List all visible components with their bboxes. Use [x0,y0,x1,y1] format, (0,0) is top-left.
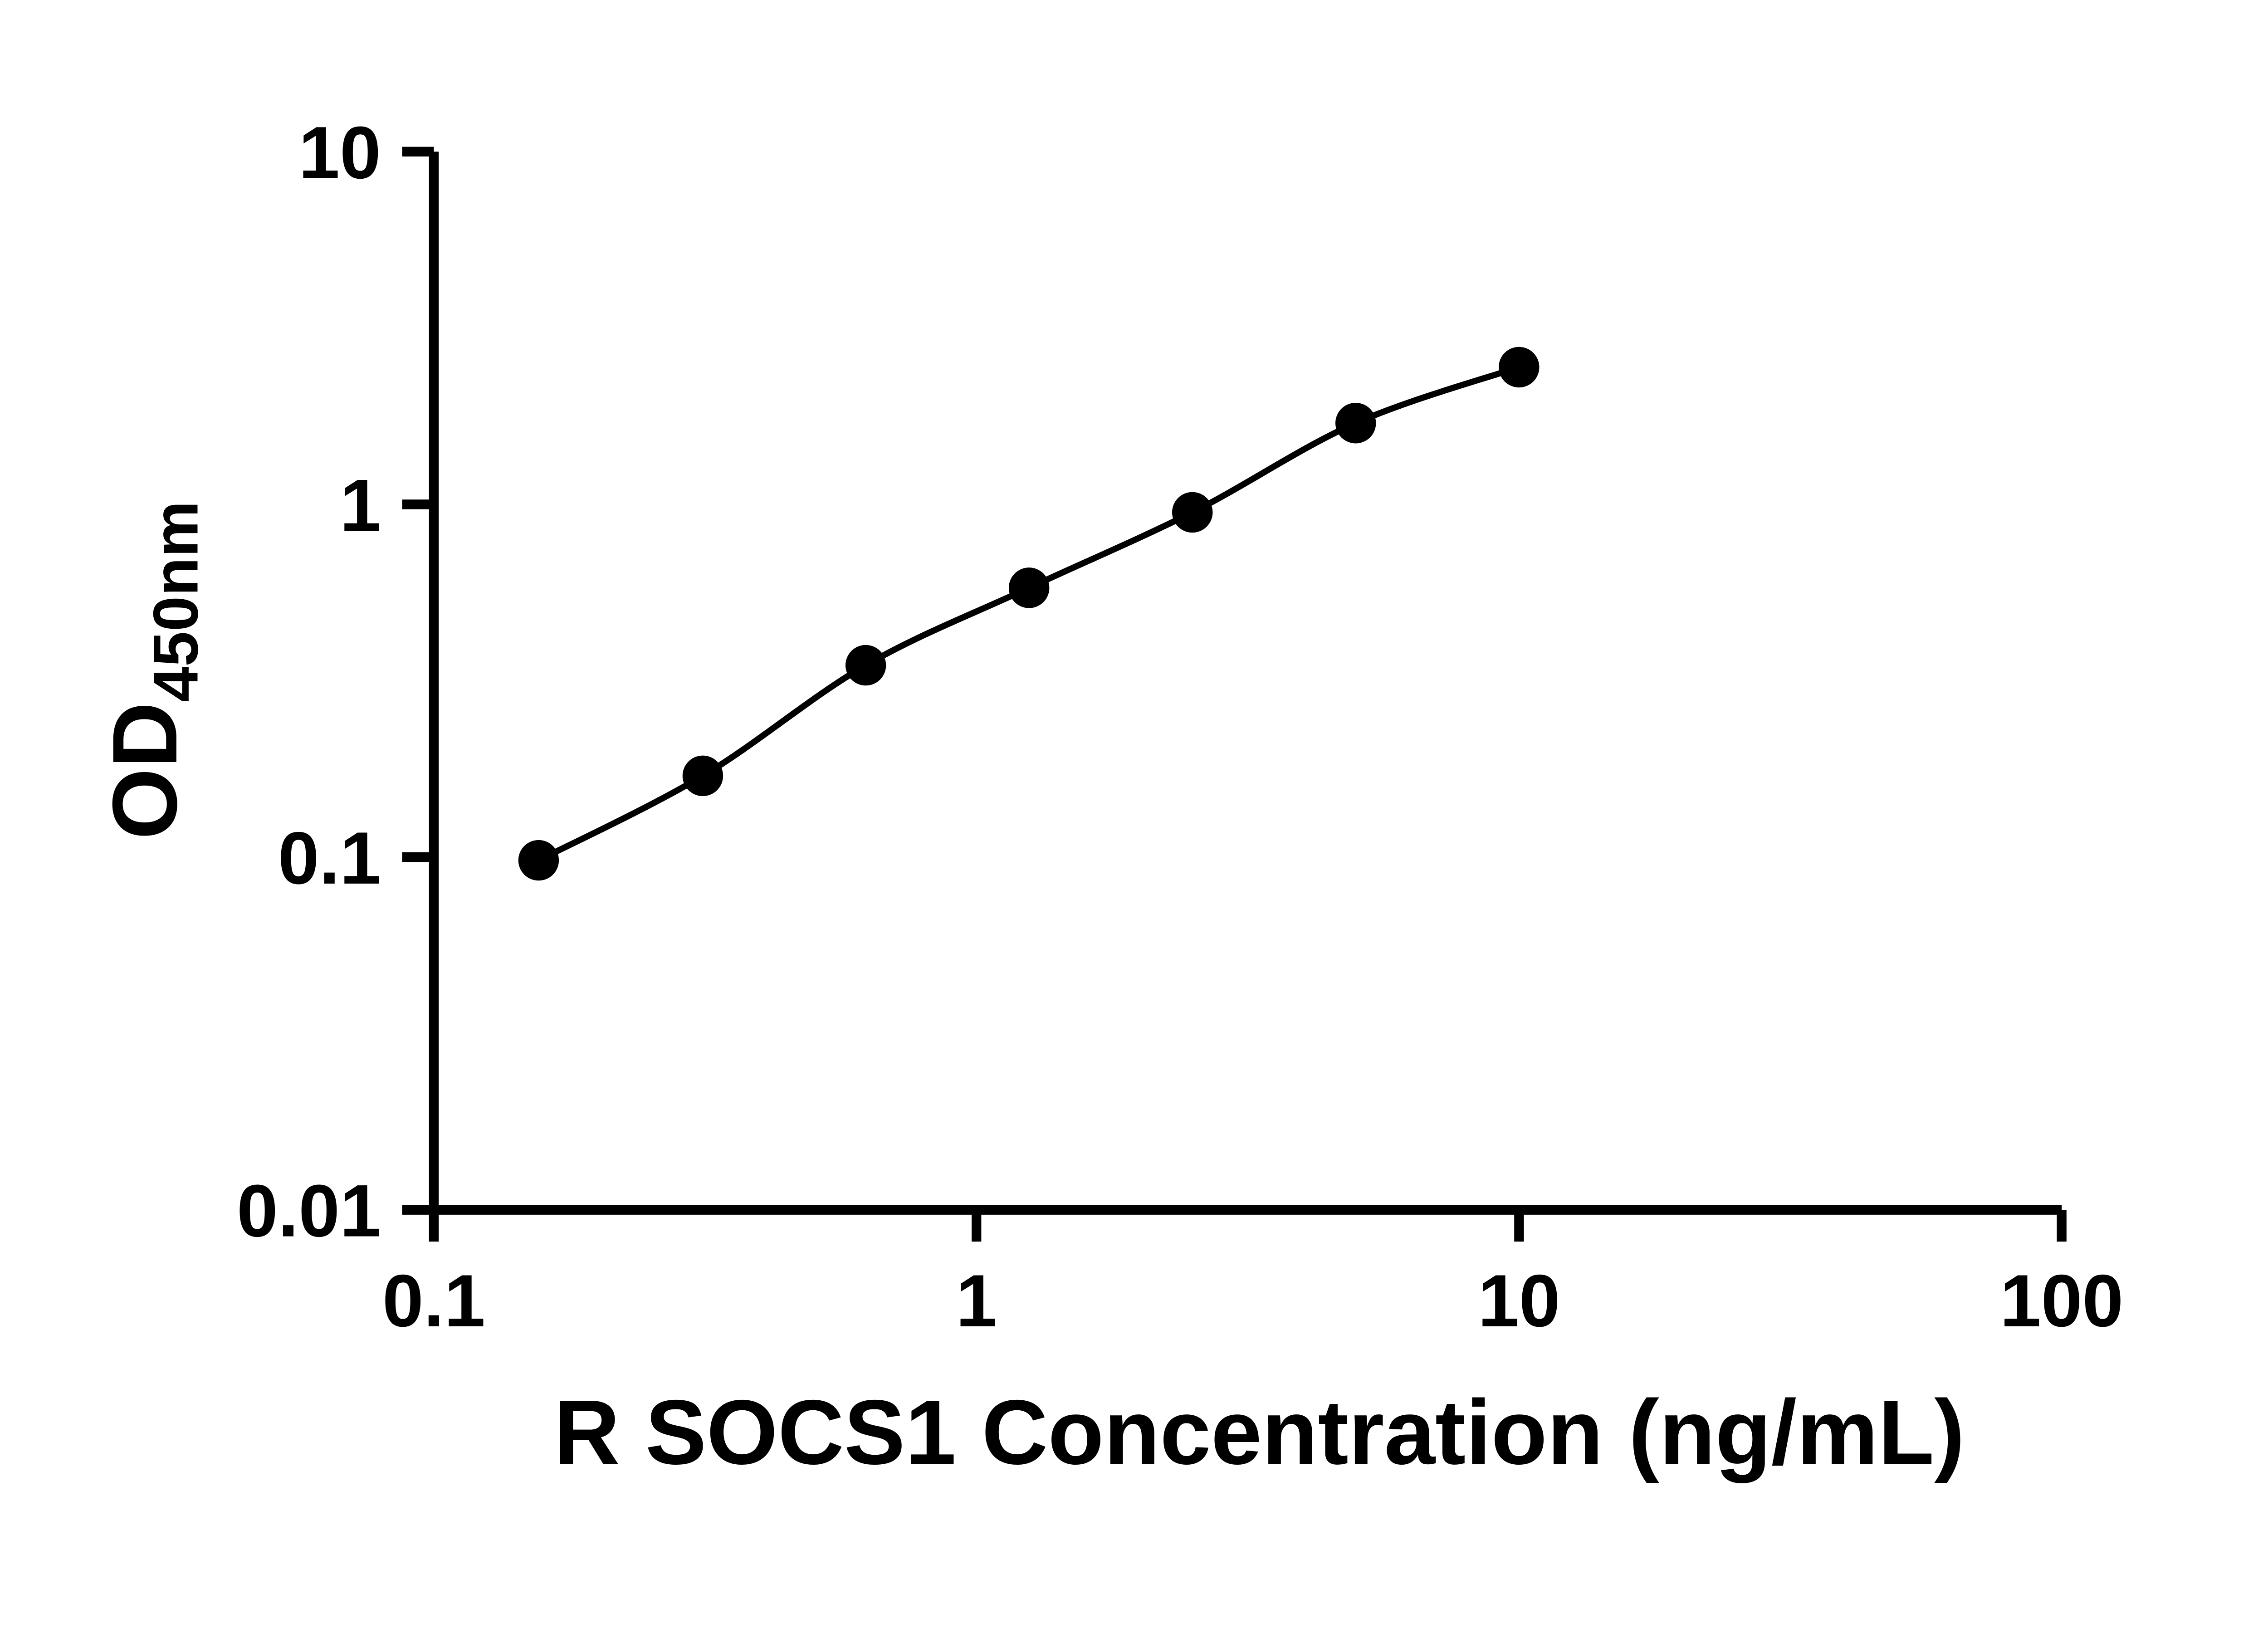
data-point [845,645,886,686]
series-layer [518,347,1540,881]
y-tick-label: 1 [340,464,381,547]
x-axis-title: R SOCS1 Concentration (ng/mL) [554,1381,1965,1483]
elisa-standard-curve-figure: 0.1 1 10 100 0.01 0.1 1 10 R SOCS1 Concentratio… [93,111,2124,1484]
y-axis-title-main: OD [93,702,196,840]
y-axis-title-subscript: 450nm [140,501,211,702]
x-tick-label: 100 [2000,1259,2123,1342]
x-tick-label: 10 [1478,1259,1560,1342]
page-background: 0.1 1 10 100 0.01 0.1 1 10 R SOCS1 Concentratio… [93,111,2124,1484]
data-point [1008,567,1050,608]
x-tick-label: 1 [956,1259,997,1342]
data-point [682,755,723,797]
data-point [518,840,559,881]
y-tick-label: 10 [298,111,381,194]
x-tick-label: 0.1 [382,1259,485,1342]
data-point [1499,347,1540,388]
data-point [1172,492,1213,533]
data-point [1335,403,1376,444]
axis-frame [429,152,2062,1215]
y-tick-label: 0.01 [237,1169,381,1252]
y-tick-label: 0.1 [278,816,381,900]
y-axis-title: OD450nm [93,501,211,840]
